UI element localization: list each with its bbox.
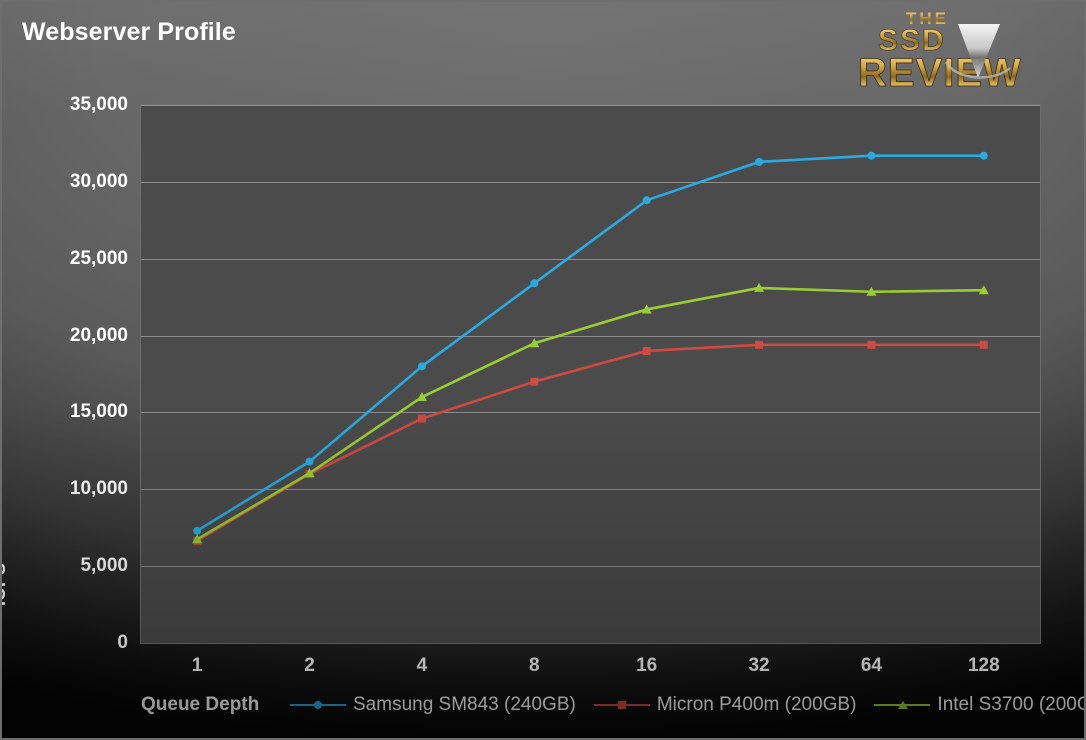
data-point-marker — [642, 196, 651, 205]
legend-swatch-icon — [593, 698, 650, 712]
legend-item[interactable]: Samsung SM843 (240GB) — [290, 694, 576, 716]
x-axis-ticks: 1 2 4 8 16 32 64 128 — [141, 655, 1040, 683]
series-line — [195, 343, 986, 543]
ssd-review-logo: THE SSD REVIEW — [850, 2, 1070, 95]
data-point-marker — [305, 457, 314, 466]
data-point-marker — [642, 346, 651, 355]
y-axis-tick-label: 10,000 — [69, 478, 128, 500]
x-axis-tick-label: 128 — [967, 655, 1000, 676]
x-axis-tick-label: 16 — [636, 655, 658, 676]
x-axis-tick-label: 1 — [191, 655, 203, 676]
data-point-marker — [193, 526, 202, 535]
legend-label: Micron P400m (200GB) — [656, 694, 857, 715]
y-axis-tick-label: 15,000 — [69, 401, 128, 423]
logo-text-review: REVIEW — [858, 51, 1022, 94]
data-point-marker — [417, 362, 426, 371]
data-point-marker — [755, 340, 764, 349]
legend-label: Samsung SM843 (240GB) — [353, 694, 576, 715]
x-axis-tick-label: 8 — [529, 655, 540, 676]
legend-swatch-icon — [874, 698, 931, 712]
data-point-marker — [867, 340, 876, 349]
data-point-marker — [417, 414, 426, 423]
x-axis-title: Queue Depth — [141, 694, 260, 715]
series-canvas — [192, 151, 989, 545]
y-axis-tick-label: 20,000 — [69, 324, 128, 346]
legend-item[interactable]: Intel S3700 (200GB) — [874, 694, 1086, 716]
legend-swatch-icon — [290, 698, 346, 712]
x-axis-tick-label: 2 — [304, 655, 315, 676]
y-axis-tick-label: 25,000 — [69, 247, 128, 269]
data-point-marker — [530, 377, 539, 386]
legend-item[interactable]: Micron P400m (200GB) — [593, 694, 857, 716]
chart-legend: Samsung SM843 (240GB) Micron P400m (200GB… — [290, 692, 1086, 718]
x-axis-tick-label: 64 — [860, 655, 883, 676]
data-point-marker — [867, 151, 876, 160]
x-axis-tick-label: 4 — [416, 655, 428, 676]
plot-area — [141, 105, 1040, 643]
y-axis-tick-label: 5,000 — [80, 555, 128, 577]
logo-artwork: THE SSD REVIEW — [858, 9, 1022, 95]
y-axis-title: IOPS — [0, 562, 9, 606]
data-point-marker — [530, 279, 539, 288]
data-point-marker — [755, 157, 764, 166]
y-axis-tick-label: 30,000 — [69, 170, 128, 192]
series-line — [195, 286, 986, 541]
data-point-marker — [979, 340, 988, 349]
x-axis-tick-label: 32 — [748, 655, 770, 676]
series-line — [195, 154, 986, 533]
y-axis-tick-label: 35,000 — [69, 94, 128, 115]
legend-label: Intel S3700 (200GB) — [937, 694, 1086, 715]
page-title: Webserver Profile — [22, 18, 236, 46]
y-axis-ticks: 0 5,000 10,000 15,000 20,000 25,000 30,000 35,0… — [0, 94, 128, 653]
y-axis-tick-label: 0 — [117, 632, 128, 653]
data-point-marker — [979, 151, 988, 160]
